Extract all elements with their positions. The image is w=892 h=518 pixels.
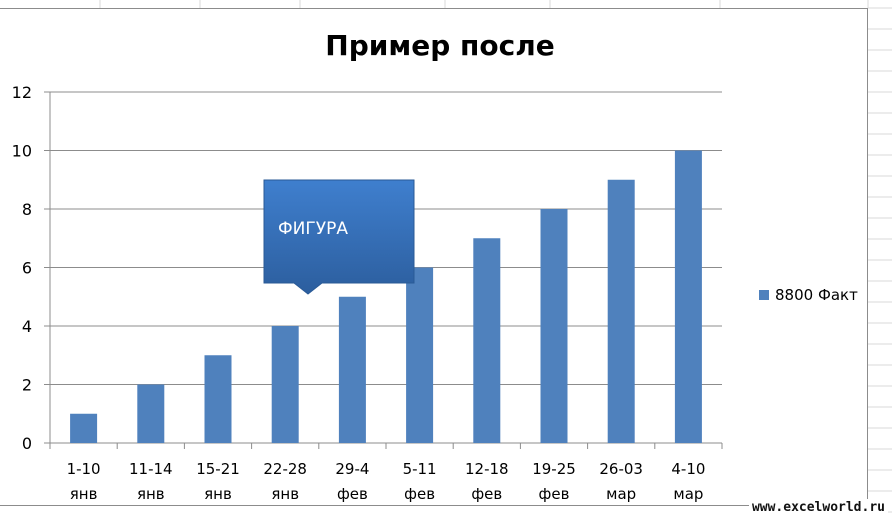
y-tick-label: 4 bbox=[22, 317, 32, 336]
x-tick-label: янв bbox=[137, 485, 165, 503]
x-tick-label: 4-10 bbox=[671, 460, 705, 478]
x-tick-label: фев bbox=[337, 485, 368, 503]
x-tick-label: мар bbox=[606, 485, 636, 503]
legend-label: 8800 Факт bbox=[775, 286, 858, 304]
callout-box bbox=[263, 179, 415, 295]
bar bbox=[473, 238, 501, 443]
bar bbox=[271, 326, 299, 443]
bar bbox=[607, 179, 635, 443]
x-tick-label: 1-10 bbox=[67, 460, 101, 478]
x-tick-label: 5-11 bbox=[403, 460, 437, 478]
bar bbox=[540, 209, 568, 443]
callout-label: ФИГУРА bbox=[278, 219, 348, 239]
y-tick-label: 0 bbox=[22, 434, 32, 453]
x-tick-label: янв bbox=[70, 485, 98, 503]
y-tick-label: 6 bbox=[22, 259, 32, 278]
bars bbox=[70, 150, 702, 443]
legend: 8800 Факт bbox=[759, 286, 858, 304]
chart-title: Пример после bbox=[325, 29, 554, 62]
x-tick-label: 19-25 bbox=[532, 460, 576, 478]
x-tick-label: фев bbox=[404, 485, 435, 503]
bar bbox=[204, 355, 232, 443]
x-tick-label: фев bbox=[539, 485, 570, 503]
y-tick-labels: 0 2 4 6 8 10 12 bbox=[12, 83, 32, 453]
bar bbox=[674, 150, 702, 443]
bar bbox=[406, 267, 434, 443]
x-tick-label: 15-21 bbox=[196, 460, 240, 478]
x-tick-label: 29-4 bbox=[335, 460, 369, 478]
x-tick-label: мар bbox=[673, 485, 703, 503]
x-tick-label: фев bbox=[471, 485, 502, 503]
x-tick-label: 11-14 bbox=[129, 460, 173, 478]
x-tick-label: янв bbox=[271, 485, 299, 503]
x-tick-label: 22-28 bbox=[263, 460, 307, 478]
bar bbox=[70, 413, 98, 443]
y-tick-label: 8 bbox=[22, 200, 32, 219]
x-tick-label: 26-03 bbox=[599, 460, 643, 478]
bar bbox=[137, 384, 165, 443]
x-tick-label: 12-18 bbox=[465, 460, 509, 478]
legend-swatch bbox=[759, 290, 769, 300]
y-tick-label: 12 bbox=[12, 83, 32, 102]
watermark-text: www.excelworld.ru bbox=[748, 499, 888, 516]
bar bbox=[338, 296, 366, 443]
callout-shape[interactable] bbox=[263, 179, 415, 295]
y-tick-label: 10 bbox=[12, 142, 32, 161]
x-tick-labels: 1-10 янв 11-14 янв 15-21 янв 22-28 янв 29-4 фев 5-… bbox=[67, 460, 706, 503]
x-tick-label: янв bbox=[204, 485, 232, 503]
y-tick-label: 2 bbox=[22, 376, 32, 395]
